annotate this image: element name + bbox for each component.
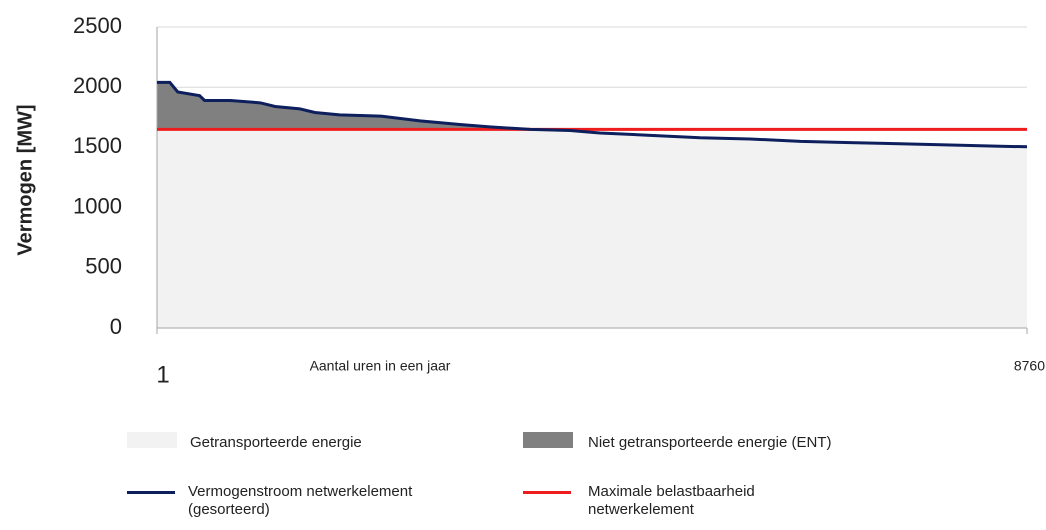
y-axis-title: Vermogen [MW] <box>14 104 36 255</box>
y-tick-label: 1500 <box>73 133 122 158</box>
legend-label: Maximale belastbaarheid netwerkelement <box>588 483 755 518</box>
x-tick-label: 8760 <box>1014 358 1045 374</box>
legend-swatch <box>523 491 571 494</box>
y-tick-label: 500 <box>85 254 122 279</box>
legend-label: Getransporteerde energie <box>190 434 362 451</box>
legend-label: Vermogenstroom netwerkelement (gesorteer… <box>188 483 413 518</box>
legend-label: Niet getransporteerde energie (ENT) <box>588 434 832 451</box>
area-not-transported <box>157 82 531 130</box>
legend-swatch <box>523 432 573 448</box>
area-transported <box>157 129 1027 328</box>
legend-swatch <box>127 491 175 494</box>
series-line <box>157 80 1028 149</box>
x-tick-label: 1 <box>156 361 169 388</box>
y-tick-label: 2500 <box>73 13 122 38</box>
y-tick-label: 1000 <box>73 193 122 218</box>
legend-swatch <box>127 432 177 448</box>
y-tick-label: 2000 <box>73 73 122 98</box>
x-axis-title: Aantal uren in een jaar <box>310 358 451 374</box>
y-tick-label: 0 <box>110 314 122 339</box>
